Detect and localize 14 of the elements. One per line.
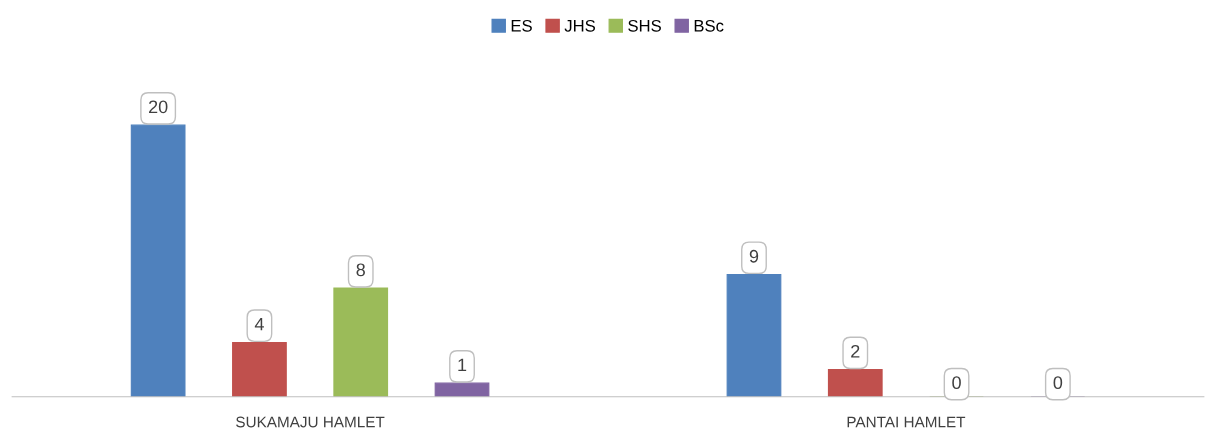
legend-label: BSc <box>694 19 724 32</box>
data-label: 1 <box>458 358 467 372</box>
data-label: 0 <box>1053 376 1063 390</box>
x-tick-label: SUKAMAJU HAMLET <box>236 416 385 428</box>
x-tick-label: PANTAI HAMLET <box>847 416 966 428</box>
data-label: 20 <box>149 100 168 114</box>
data-label: 4 <box>254 317 264 331</box>
data-label: 0 <box>952 376 961 390</box>
legend-label: ES <box>511 19 532 32</box>
legend-label: SHS <box>628 19 661 32</box>
legend-label: JHS <box>564 19 596 32</box>
data-label: 8 <box>356 263 365 277</box>
data-label: 9 <box>749 249 759 263</box>
data-label: 2 <box>851 344 860 358</box>
